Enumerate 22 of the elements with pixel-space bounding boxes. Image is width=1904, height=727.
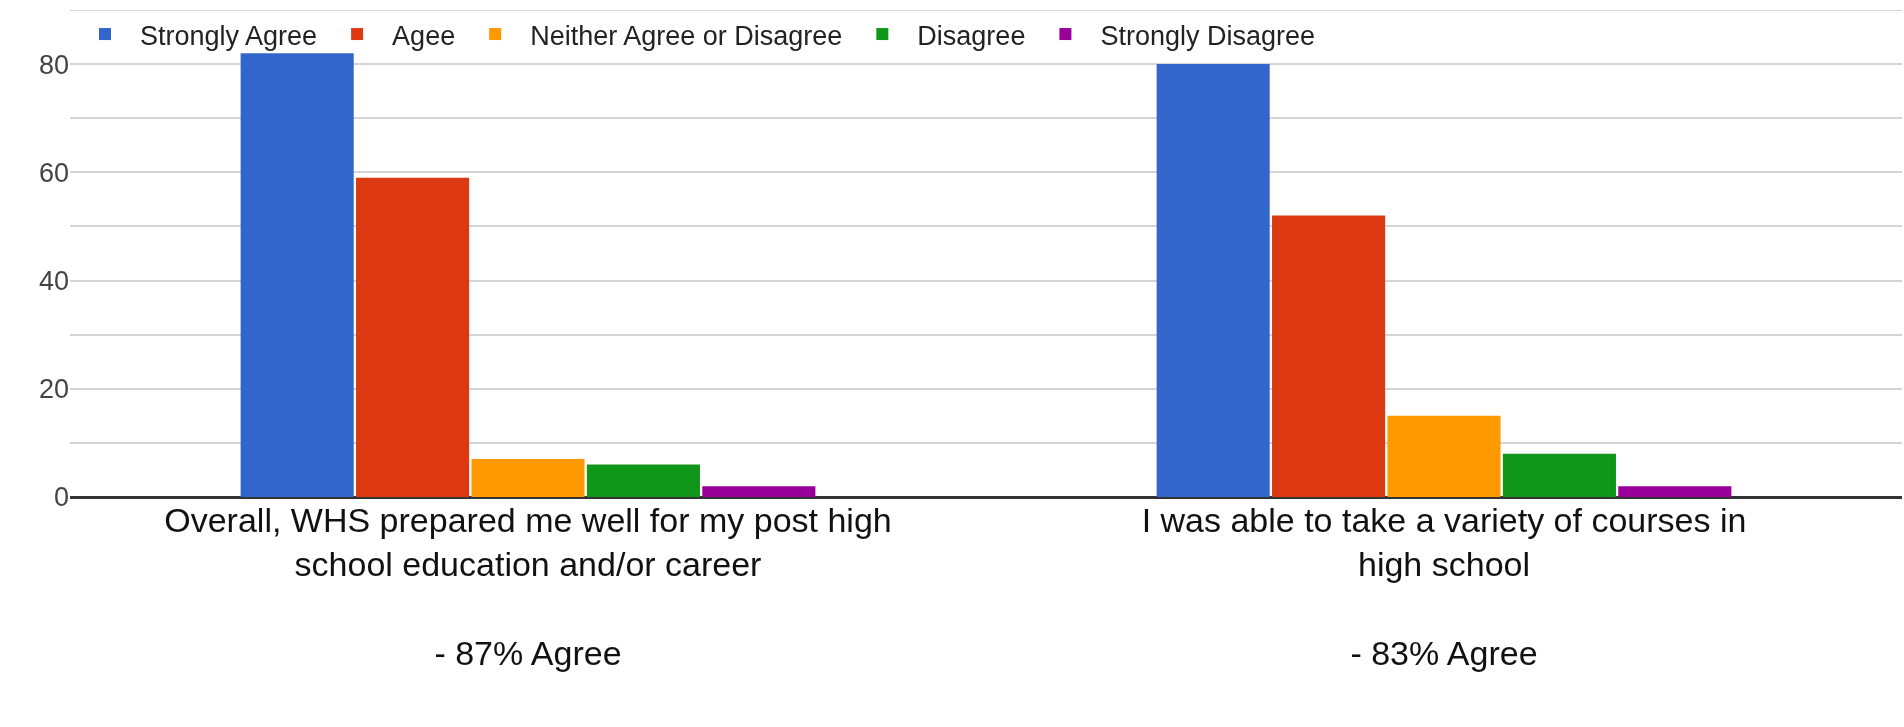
bar [586,464,700,497]
legend-label: Neither Agree or Disagree [530,20,843,51]
bar [1272,215,1386,497]
bar [1618,486,1732,497]
category-label: Overall, WHS prepared me well for my post high school education and/or career - 87% Agree [164,501,892,672]
bar [240,53,354,497]
legend-label: Disagree [917,20,1026,51]
y-tick-label: 0 [53,482,69,513]
legend-label: Strongly Disagree [1100,20,1316,51]
bar [1156,64,1270,497]
bar [471,459,585,497]
y-tick-label: 60 [38,157,69,188]
legend-label: Agee [392,20,456,51]
bar [1387,415,1501,497]
bar [356,177,470,497]
category-label: I was able to take a variety of courses in high school - 83% Agree [1141,501,1747,672]
y-tick-label: 80 [38,49,69,80]
bar [1502,453,1616,497]
y-tick-label: 40 [38,266,69,297]
legend-label: Strongly Agree [140,20,318,51]
y-tick-label: 20 [38,374,69,405]
bar [702,486,816,497]
